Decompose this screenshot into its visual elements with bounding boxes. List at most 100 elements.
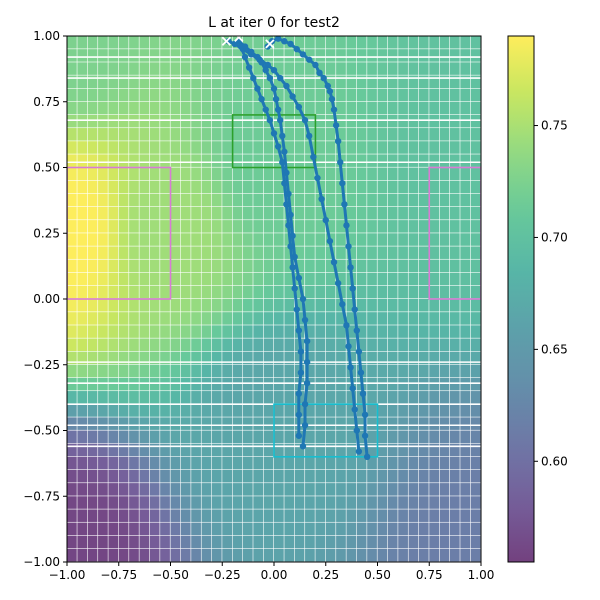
- heatmap-cell: [242, 233, 253, 246]
- heatmap-cell: [305, 206, 315, 220]
- heatmap-cell: [315, 312, 326, 325]
- heatmap-cell: [263, 535, 274, 549]
- heatmap-cell: [274, 469, 284, 483]
- heatmap-cell: [470, 522, 481, 536]
- heatmap-cell: [87, 338, 98, 351]
- heatmap-cell: [439, 430, 450, 444]
- heatmap-cell: [98, 351, 108, 365]
- heatmap-cell: [274, 272, 284, 286]
- heatmap-cell: [418, 535, 429, 549]
- heatmap-cell: [232, 141, 243, 154]
- heatmap-cell: [253, 272, 264, 286]
- heatmap-cell: [191, 548, 201, 562]
- heatmap-cell: [108, 49, 119, 62]
- heatmap-cell: [211, 233, 222, 246]
- heatmap-cell: [211, 193, 222, 207]
- heatmap-cell: [367, 469, 377, 483]
- heatmap-cell: [263, 88, 274, 102]
- heatmap-cell: [180, 128, 191, 141]
- heatmap-cell: [367, 299, 377, 312]
- heatmap-cell: [118, 483, 129, 496]
- heatmap-cell: [315, 535, 326, 549]
- heatmap-cell: [67, 509, 77, 522]
- heatmap-cell: [377, 167, 388, 181]
- heatmap-cell: [408, 312, 419, 325]
- heatmap-cell: [139, 509, 150, 522]
- heatmap-cell: [470, 496, 481, 509]
- heatmap-cell: [77, 377, 88, 391]
- heatmap-cell: [449, 272, 460, 286]
- heatmap-cell: [253, 36, 264, 49]
- heatmap-cell: [118, 404, 129, 417]
- heatmap-cell: [67, 180, 77, 194]
- heatmap-cell: [191, 36, 201, 49]
- heatmap-cell: [253, 299, 264, 312]
- heatmap-cell: [315, 522, 326, 536]
- heatmap-cell: [367, 443, 377, 457]
- trajectory-point: [262, 106, 269, 113]
- heatmap-cell: [191, 535, 201, 549]
- heatmap-cell: [367, 430, 377, 444]
- heatmap-cell: [284, 75, 295, 88]
- heatmap-cell: [87, 548, 98, 562]
- heatmap-cell: [170, 483, 181, 496]
- heatmap-cell: [429, 548, 439, 562]
- heatmap-cell: [449, 101, 460, 115]
- heatmap-cell: [180, 220, 191, 233]
- trajectory-point: [328, 95, 336, 103]
- heatmap-cell: [367, 272, 377, 286]
- heatmap-cell: [284, 377, 295, 391]
- heatmap-cell: [211, 272, 222, 286]
- heatmap-cell: [387, 220, 398, 233]
- heatmap-cell: [367, 114, 377, 128]
- heatmap-cell: [263, 141, 274, 154]
- heatmap-cell: [129, 364, 139, 378]
- trajectory-point: [241, 53, 249, 61]
- heatmap-cell: [67, 154, 77, 167]
- y-tick-label: −0.75: [23, 489, 60, 503]
- heatmap-cell: [449, 377, 460, 391]
- heatmap-cell: [418, 88, 429, 102]
- heatmap-cell: [211, 364, 222, 378]
- heatmap-cell: [470, 233, 481, 246]
- heatmap-cell: [87, 391, 98, 404]
- heatmap-cell: [284, 312, 295, 325]
- heatmap-cell: [149, 36, 160, 49]
- trajectory-point: [357, 369, 365, 376]
- heatmap-cell: [336, 535, 346, 549]
- heatmap-cell: [294, 509, 305, 522]
- heatmap-cell: [398, 299, 408, 312]
- heatmap-cell: [118, 206, 129, 220]
- heatmap-cell: [232, 206, 243, 220]
- heatmap-cell: [470, 128, 481, 141]
- heatmap-cell: [398, 246, 408, 259]
- heatmap-cell: [367, 404, 377, 417]
- trajectory-point: [274, 36, 282, 42]
- heatmap-cell: [305, 456, 315, 470]
- heatmap-cell: [129, 220, 139, 233]
- heatmap-cell: [232, 364, 243, 378]
- heatmap-cell: [170, 154, 181, 167]
- heatmap-cell: [336, 141, 346, 154]
- heatmap-cell: [429, 535, 439, 549]
- heatmap-cell: [274, 299, 284, 312]
- heatmap-cell: [222, 141, 232, 154]
- heatmap-cell: [460, 496, 471, 509]
- start-marker-stroke: [265, 39, 275, 49]
- heatmap-cell: [294, 443, 305, 457]
- heatmap-cell: [377, 535, 388, 549]
- heatmap-cell: [418, 114, 429, 128]
- heatmap-cell: [470, 377, 481, 391]
- heatmap-cell: [87, 233, 98, 246]
- heatmap-cell: [336, 49, 346, 62]
- heatmap-cell: [118, 351, 129, 365]
- heatmap-cell: [191, 417, 201, 430]
- heatmap-cell: [305, 364, 315, 378]
- trajectory-point: [299, 295, 307, 303]
- heatmap-cell: [170, 114, 181, 128]
- heatmap-cell: [418, 285, 429, 299]
- heatmap-cell: [211, 404, 222, 417]
- heatmap-cell: [77, 430, 88, 444]
- heatmap: [67, 36, 481, 562]
- heatmap-cell: [242, 469, 253, 483]
